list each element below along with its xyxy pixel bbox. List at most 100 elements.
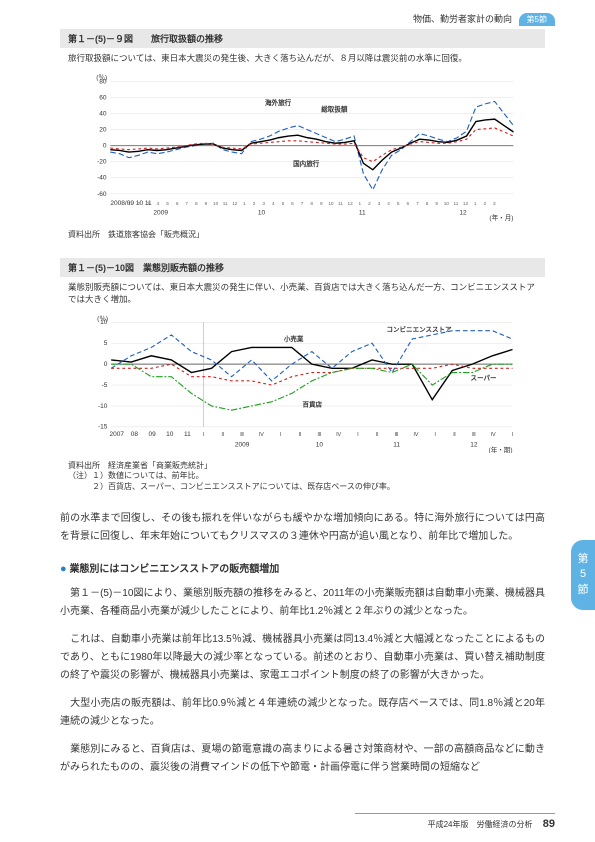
- svg-text:1: 1: [358, 201, 361, 206]
- svg-text:Ⅰ: Ⅰ: [357, 432, 359, 438]
- svg-text:5: 5: [104, 340, 108, 347]
- page-number: 89: [543, 818, 555, 830]
- svg-text:09: 09: [148, 431, 156, 438]
- svg-text:スーパー: スーパー: [471, 373, 497, 382]
- svg-text:9: 9: [435, 201, 438, 206]
- bullet-icon: ●: [60, 563, 67, 575]
- side-tab: 第 5 節: [571, 540, 595, 610]
- svg-text:10: 10: [258, 209, 266, 216]
- svg-text:12: 12: [459, 209, 467, 216]
- svg-text:5: 5: [166, 201, 169, 206]
- svg-text:2008/09 10 11: 2008/09 10 11: [110, 200, 152, 207]
- figure-2-source: 資料出所 経済産業省「商業販売統計」 （注）１）数値については、前年比。 ２）百…: [60, 459, 545, 494]
- svg-text:7: 7: [416, 201, 419, 206]
- svg-text:12: 12: [348, 201, 354, 206]
- svg-text:10: 10: [328, 201, 334, 206]
- figure-2-source-line: 資料出所 経済産業省「商業販売統計」: [68, 461, 537, 471]
- svg-text:Ⅲ: Ⅲ: [395, 432, 399, 438]
- svg-text:6: 6: [407, 201, 410, 206]
- svg-text:10: 10: [213, 201, 219, 206]
- svg-text:Ⅳ: Ⅳ: [259, 432, 265, 438]
- svg-text:8: 8: [195, 201, 198, 206]
- svg-text:百貨店: 百貨店: [303, 399, 323, 408]
- footer-text: 平成24年版 労働経済の分析: [428, 820, 533, 829]
- body-p4: 大型小売店の販売額は、前年比0.9％減と４年連続の減少となった。既存店ベースでは…: [60, 695, 545, 731]
- svg-text:Ⅲ: Ⅲ: [317, 432, 321, 438]
- svg-text:総取扱額: 総取扱額: [321, 104, 348, 113]
- svg-text:60: 60: [99, 94, 107, 101]
- svg-text:国内旅行: 国内旅行: [293, 159, 320, 168]
- svg-text:6: 6: [176, 201, 179, 206]
- svg-text:11: 11: [184, 431, 191, 438]
- svg-text:0: 0: [104, 361, 108, 368]
- svg-text:08: 08: [131, 431, 139, 438]
- svg-text:2: 2: [483, 201, 486, 206]
- svg-text:4: 4: [157, 201, 160, 206]
- svg-text:9: 9: [320, 201, 323, 206]
- svg-text:-60: -60: [97, 191, 107, 198]
- svg-text:-5: -5: [102, 382, 108, 389]
- svg-text:Ⅰ: Ⅰ: [203, 432, 205, 438]
- svg-text:4: 4: [387, 201, 390, 206]
- svg-text:12: 12: [463, 201, 469, 206]
- footer-line: [355, 813, 555, 814]
- svg-text:1: 1: [128, 201, 131, 206]
- svg-text:3: 3: [378, 201, 381, 206]
- svg-text:Ⅱ: Ⅱ: [453, 432, 456, 438]
- figure-2-note-2: ２）百貨店、スーパー、コンビニエンスストアについては、既存店ベースの伸び率。: [68, 482, 537, 492]
- page-footer: 平成24年版 労働経済の分析 89: [355, 813, 555, 830]
- figure-2-caption: 業態別販売額については、東日本大震災の発生に伴い、小売業、百貨店では大きく落ち込…: [60, 279, 545, 309]
- body-p1: 前の水準まで回復し、その後も振れを伴いながらも緩やかな増加傾向にある。特に海外旅…: [60, 510, 545, 546]
- side-tab-1: 第: [578, 552, 589, 567]
- svg-text:2009: 2009: [235, 442, 250, 449]
- svg-text:Ⅱ: Ⅱ: [299, 432, 302, 438]
- figure-1-caption: 旅行取扱額については、東日本大震災の発生後、大きく落ち込んだが、８月以降は震災前…: [60, 50, 545, 68]
- svg-text:6: 6: [291, 201, 294, 206]
- svg-text:Ⅲ: Ⅲ: [240, 432, 244, 438]
- figure-1-source: 資料出所 鉄道旅客協会「販売概況」: [60, 228, 545, 242]
- side-tab-3: 節: [578, 583, 589, 598]
- svg-text:10: 10: [316, 442, 324, 449]
- svg-text:(％): (％): [96, 73, 107, 81]
- header-text: 物価、勤労者家計の動向: [413, 14, 512, 24]
- svg-text:7: 7: [301, 201, 304, 206]
- svg-text:-40: -40: [97, 175, 107, 182]
- svg-text:5: 5: [397, 201, 400, 206]
- svg-text:2009: 2009: [153, 209, 168, 216]
- svg-text:11: 11: [338, 201, 343, 206]
- chart-2: -15-10-50510(％)小売業コンビニエンスストアスーパー百貨店20070…: [60, 313, 545, 453]
- chart-2-container: -15-10-50510(％)小売業コンビニエンスストアスーパー百貨店20070…: [60, 313, 545, 455]
- side-tab-2: 5: [580, 567, 586, 582]
- svg-text:Ⅱ: Ⅱ: [376, 432, 379, 438]
- svg-text:10: 10: [166, 431, 174, 438]
- svg-text:2: 2: [253, 201, 256, 206]
- svg-text:(年・月): (年・月): [489, 213, 513, 222]
- svg-text:2: 2: [137, 201, 140, 206]
- svg-text:Ⅰ: Ⅰ: [512, 432, 514, 438]
- svg-text:11: 11: [223, 201, 228, 206]
- svg-text:Ⅲ: Ⅲ: [472, 432, 476, 438]
- svg-text:3: 3: [147, 201, 150, 206]
- body-p3: これは、自動車小売業は前年比13.5％減、機械器具小売業は同13.4％減と大幅減…: [60, 631, 545, 685]
- svg-text:7: 7: [185, 201, 188, 206]
- svg-text:9: 9: [205, 201, 208, 206]
- svg-text:Ⅱ: Ⅱ: [221, 432, 224, 438]
- svg-text:20: 20: [99, 126, 107, 133]
- svg-text:Ⅳ: Ⅳ: [336, 432, 342, 438]
- svg-text:5: 5: [282, 201, 285, 206]
- svg-text:8: 8: [310, 201, 313, 206]
- svg-text:10: 10: [444, 201, 450, 206]
- svg-text:11: 11: [393, 442, 400, 449]
- body-p5: 業態別にみると、百貨店は、夏場の節電意識の高まりによる暑さ対策商材や、一部の高額…: [60, 741, 545, 777]
- svg-text:3: 3: [262, 201, 265, 206]
- svg-text:12: 12: [232, 201, 238, 206]
- svg-text:11: 11: [453, 201, 458, 206]
- svg-text:Ⅰ: Ⅰ: [280, 432, 282, 438]
- svg-text:小売業: 小売業: [283, 334, 304, 343]
- section-heading: ● 業態別にはコンビニエンスストアの販売額増加: [60, 560, 545, 575]
- svg-text:4: 4: [272, 201, 275, 206]
- svg-text:8: 8: [426, 201, 429, 206]
- svg-text:(年・期): (年・期): [489, 445, 513, 453]
- svg-text:-20: -20: [97, 158, 107, 165]
- section-tag: 第5節: [519, 13, 555, 26]
